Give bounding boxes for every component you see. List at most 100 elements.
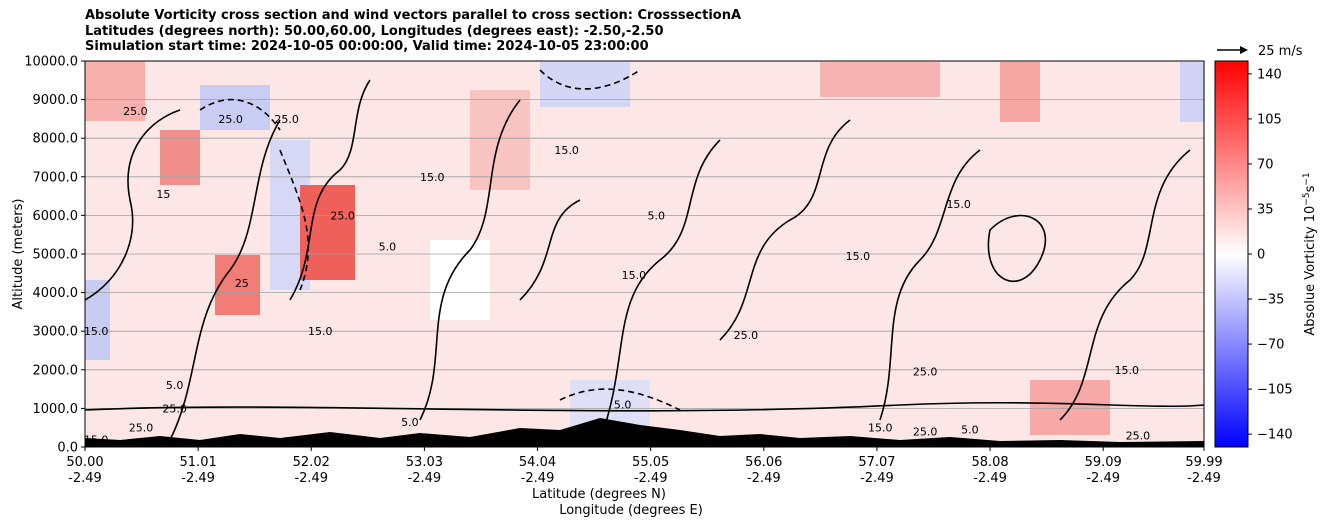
- title-line-1: Absolute Vorticity cross section and win…: [85, 8, 742, 23]
- field-patch: [430, 240, 490, 320]
- x-tick-label-lat: 50.00: [66, 455, 103, 470]
- quiver-key-label: 25 m/s: [1258, 44, 1303, 59]
- contour-label: 5.0: [648, 209, 666, 222]
- field-patch: [1180, 62, 1204, 122]
- contour-label: 15.0: [946, 198, 971, 211]
- contour-line-negative: [279, 149, 310, 291]
- contour-line: [85, 401, 1204, 412]
- x-tick-label-lon: -2.49: [521, 471, 555, 486]
- field-patch: [300, 185, 355, 280]
- field-patch: [215, 255, 260, 315]
- contour-label: 15.0: [84, 325, 109, 338]
- y-tick-label: 1000.0: [33, 402, 79, 417]
- colorbar-tick-label: 105: [1257, 112, 1282, 127]
- contour-line: [85, 109, 181, 301]
- contour-label: 15.0: [1114, 364, 1139, 377]
- x-axis-label-latitude: Latitude (degrees N): [532, 487, 666, 502]
- terrain: [85, 418, 1204, 447]
- contour-label: 15.0: [420, 171, 445, 184]
- x-tick-label-lon: -2.49: [860, 471, 894, 486]
- contour-line: [599, 139, 721, 441]
- x-tick-label-lat: 58.08: [971, 455, 1008, 470]
- field-patch: [540, 62, 630, 107]
- x-tick-label-lon: -2.49: [747, 471, 781, 486]
- contour-label: 5.0: [961, 424, 979, 437]
- contour-line-negative: [199, 98, 281, 131]
- contour-label: 25.0: [734, 329, 759, 342]
- colorbar-label-s: s: [1303, 185, 1318, 192]
- field-patch: [85, 280, 110, 360]
- x-tick-label-lat: 57.07: [858, 455, 895, 470]
- contour-line: [169, 119, 281, 441]
- contour-label: 25.0: [913, 426, 938, 439]
- contour-lines: [85, 69, 1204, 441]
- contour-label: 25.0: [218, 113, 243, 126]
- contour-label: 25.0: [129, 422, 154, 435]
- y-axis-label: Altitude (meters): [11, 199, 26, 310]
- colorbar-tick-label: −140: [1257, 428, 1293, 443]
- y-tick-label: 3000.0: [33, 325, 79, 340]
- x-tick-label-lat: 59.09: [1085, 455, 1122, 470]
- contour-label: 25.0: [162, 402, 187, 415]
- colorbar-label-s-exp: −1: [1302, 172, 1312, 185]
- contour-label: 15.0: [812, 437, 837, 450]
- x-tick-label-lat: 59.99: [1185, 455, 1222, 470]
- x-tick-label-lon: -2.49: [634, 471, 668, 486]
- field-patch: [160, 130, 200, 185]
- contour-label: 15: [156, 188, 170, 201]
- contour-label: 15.0: [308, 325, 333, 338]
- contour-line-negative: [539, 69, 641, 90]
- contour-label: 15.0: [554, 144, 579, 157]
- field-patch: [1000, 62, 1040, 122]
- y-tick-label: 7000.0: [33, 170, 79, 185]
- colorbar-tick-label: 140: [1257, 67, 1282, 82]
- contour-label: 25.0: [123, 105, 148, 118]
- x-tick-label-lat: 56.06: [745, 455, 782, 470]
- contour-label: 25.0: [1126, 429, 1151, 442]
- x-tick-label-lon: -2.49: [1187, 471, 1221, 486]
- contour-line: [879, 149, 981, 421]
- colorbar-ticks: 140 105 70 35 0 −35 −70 −105 −140: [1248, 67, 1293, 443]
- y-tick-label: 9000.0: [33, 93, 79, 108]
- y-axis: 0.0 1000.0 2000.0 3000.0 4000.0 5000.0 6000.0 7…: [24, 55, 85, 456]
- x-tick-label-lon: -2.49: [408, 471, 442, 486]
- y-tick-label: 10000.0: [24, 55, 78, 70]
- contour-label: 25.0: [330, 209, 355, 222]
- x-axis: 50.00-2.4951.01-2.4952.02-2.4953.03-2.49…: [66, 447, 1223, 486]
- contour-label: 25.0: [274, 113, 299, 126]
- contour-label: 15.0: [84, 433, 109, 446]
- colorbar-label-exp: −5: [1302, 192, 1312, 205]
- colorbar-tick-label: −70: [1257, 338, 1284, 353]
- colorbar: 140 105 70 35 0 −35 −70 −105 −140 Absolue Vortic…: [1214, 60, 1318, 448]
- contour-label: 25.0: [913, 366, 938, 379]
- y-tick-label: 4000.0: [33, 286, 79, 301]
- x-tick-label-lon: -2.49: [68, 471, 102, 486]
- quiver-key: 25 m/s: [1217, 44, 1303, 59]
- x-tick-label-lat: 51.01: [180, 455, 217, 470]
- contour-line: [289, 79, 371, 301]
- y-tick-label: 6000.0: [33, 209, 79, 224]
- contour-label: 15.0: [868, 422, 893, 435]
- contour-label: 25: [235, 277, 249, 290]
- title-line-3: Simulation start time: 2024-10-05 00:00:…: [85, 39, 649, 54]
- x-axis-label-longitude: Longitude (degrees E): [559, 503, 703, 518]
- contour-line: [1059, 149, 1191, 421]
- y-tick-label: 2000.0: [33, 363, 79, 378]
- contour-line: [719, 119, 851, 341]
- field-patch: [820, 62, 940, 97]
- x-tick-label-lat: 53.03: [406, 455, 443, 470]
- x-tick-label-lat: 52.02: [293, 455, 330, 470]
- chart-title: Absolute Vorticity cross section and win…: [85, 8, 741, 55]
- y-tick-label: 5000.0: [33, 248, 79, 263]
- contour-line: [519, 199, 581, 301]
- contour-label: 15.0: [622, 269, 647, 282]
- contour-label: 5.0: [401, 416, 419, 429]
- colorbar-tick-label: −105: [1257, 383, 1293, 398]
- colorbar-gradient: [1214, 60, 1249, 448]
- x-tick-label-lon: -2.49: [294, 471, 328, 486]
- colorbar-label: Absolue Vorticity 10−5s−1: [1302, 172, 1318, 335]
- colorbar-tick-label: 35: [1257, 202, 1274, 217]
- x-tick-label-lat: 55.05: [632, 455, 669, 470]
- x-tick-label-lon: -2.49: [973, 471, 1007, 486]
